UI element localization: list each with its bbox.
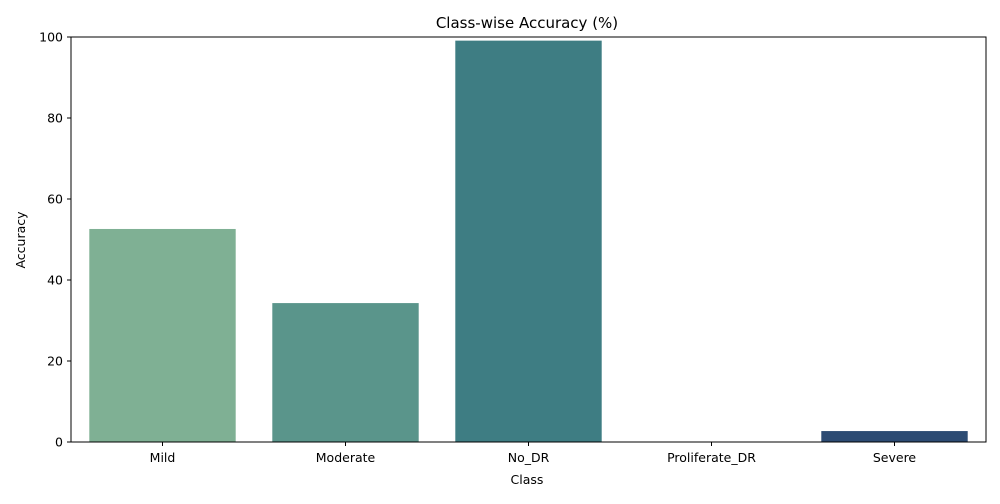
x-tick-label: Severe	[873, 450, 917, 465]
bar-moderate	[272, 303, 419, 442]
y-axis-ticks: 0 20 40 60 80 100	[39, 30, 71, 450]
plot-frame	[70, 36, 987, 443]
y-axis-label: Accuracy	[13, 211, 28, 269]
x-tick-label: No_DR	[508, 450, 550, 465]
bars-layer	[89, 40, 968, 442]
chart-title: Class-wise Accuracy (%)	[436, 14, 618, 32]
x-tick-label: Mild	[150, 450, 176, 465]
bar-severe	[821, 431, 968, 442]
x-axis-ticks: Mild Moderate No_DR Proliferate_DR Severe	[150, 442, 917, 465]
x-axis-label: Class	[511, 472, 544, 487]
y-tick-label: 100	[39, 30, 63, 45]
y-tick-label: 0	[55, 435, 63, 450]
y-tick-label: 80	[47, 111, 63, 126]
y-tick-label: 40	[47, 273, 63, 288]
x-tick-label: Proliferate_DR	[667, 450, 756, 465]
bar-mild	[89, 228, 236, 442]
y-tick-label: 20	[47, 354, 63, 369]
x-tick-label: Moderate	[316, 450, 376, 465]
bar-no-dr	[455, 40, 602, 442]
y-tick-label: 60	[47, 192, 63, 207]
